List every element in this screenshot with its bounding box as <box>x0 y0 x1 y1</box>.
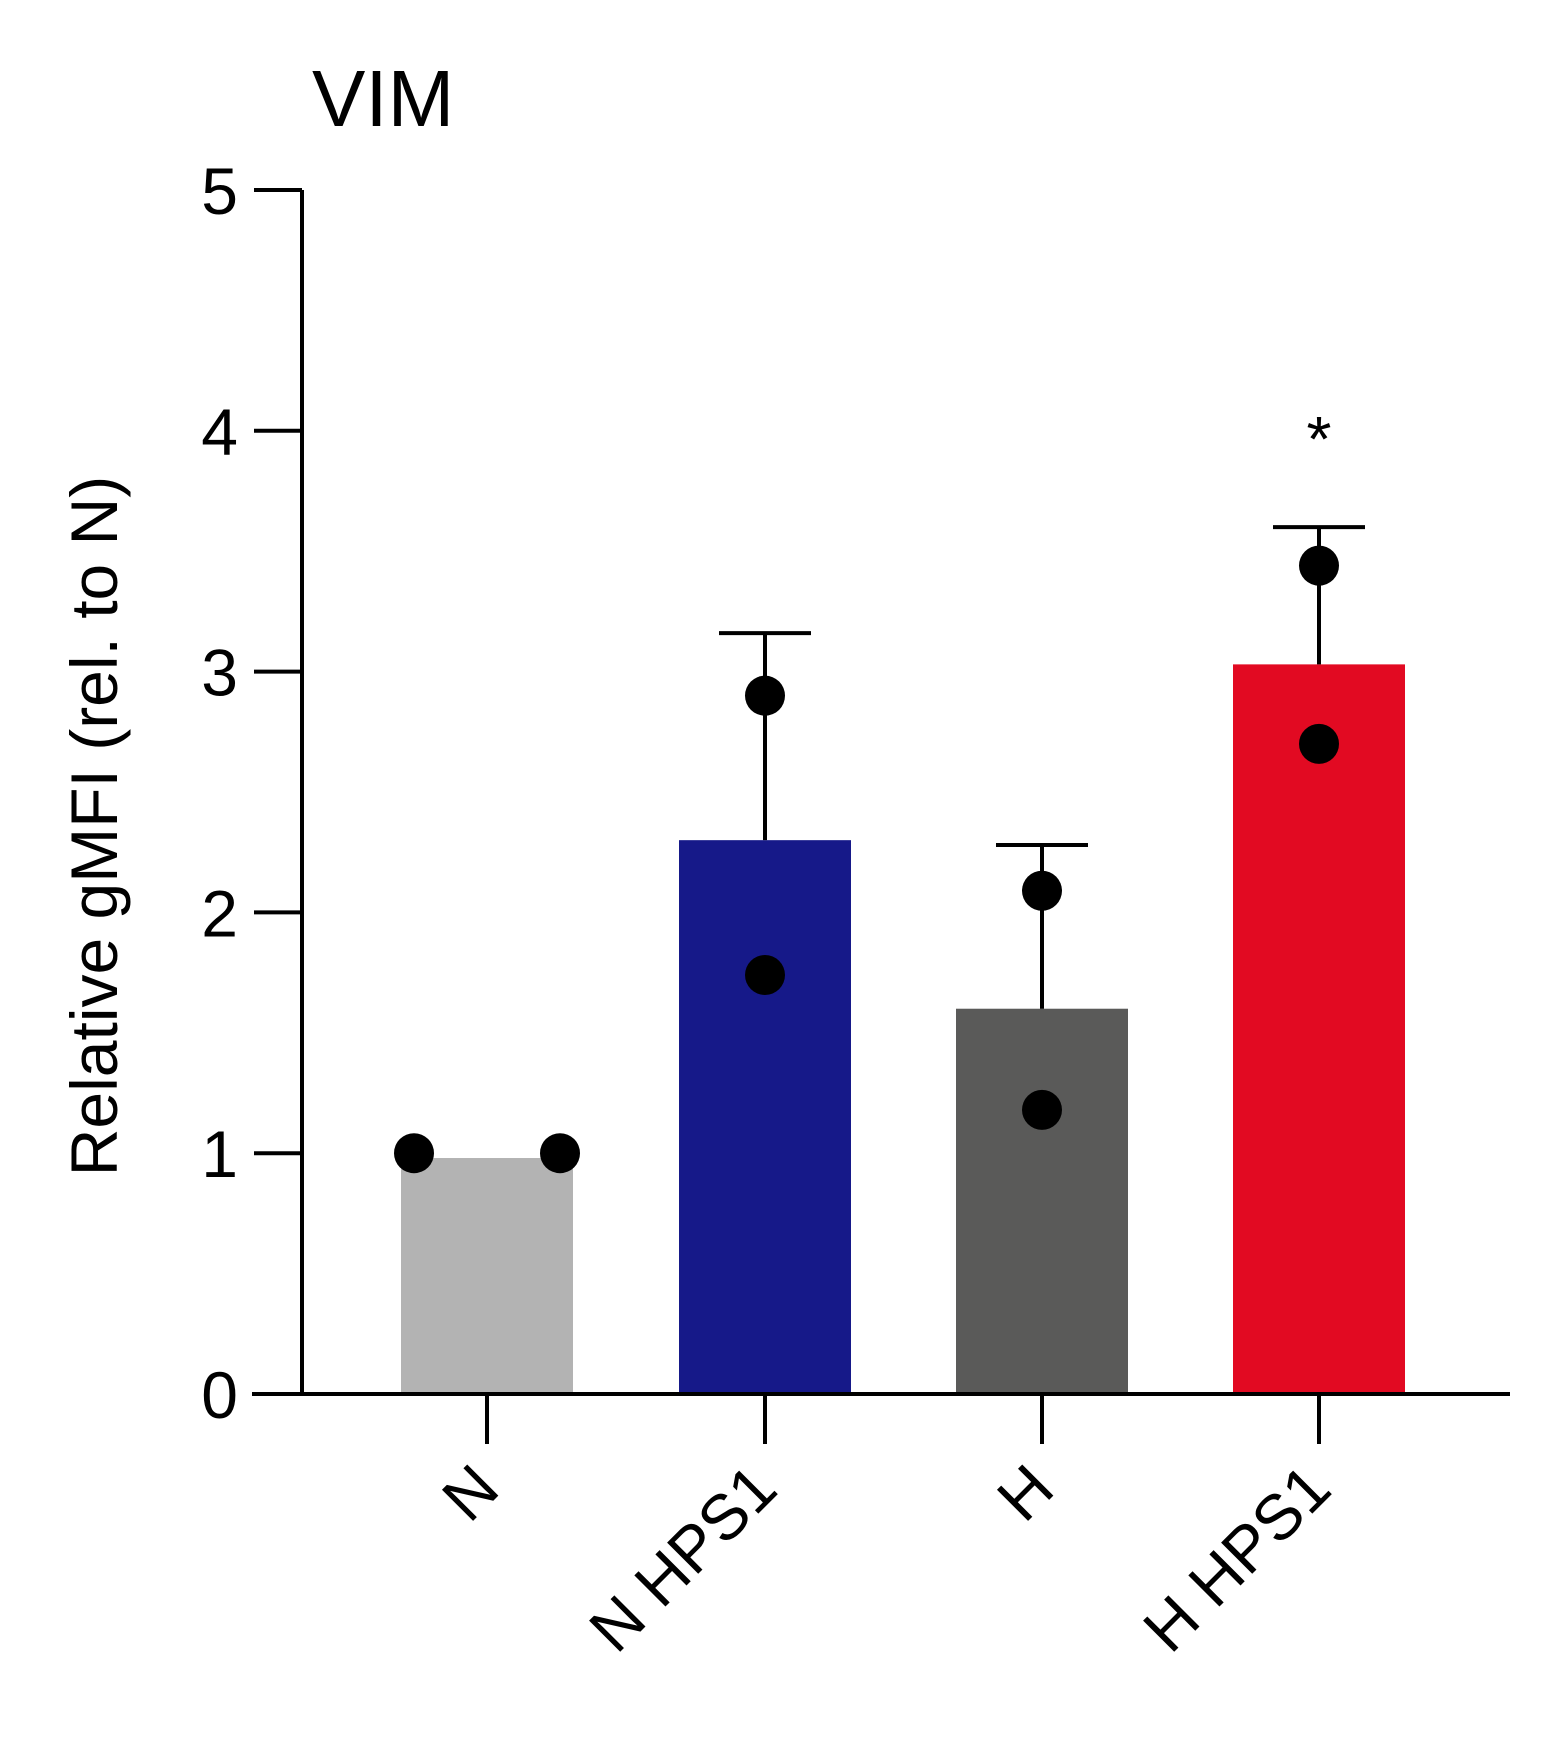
y-tick-label: 2 <box>201 876 238 950</box>
significance-marker: * <box>1307 403 1332 475</box>
x-category-label: H HPS1 <box>1130 1451 1344 1665</box>
bars-group <box>401 664 1405 1394</box>
data-point <box>745 955 785 996</box>
y-tick-label: 5 <box>201 154 238 228</box>
y-ticks-group: 0 1 2 3 4 5 <box>201 154 302 1432</box>
data-point <box>394 1133 434 1174</box>
y-axis-label: Relative gMFI (rel. to N) <box>57 476 131 1176</box>
bar-4 <box>1233 664 1405 1394</box>
x-category-label: N HPS1 <box>576 1451 790 1665</box>
axes-group <box>252 190 1510 1396</box>
bar-1 <box>401 1158 573 1394</box>
data-point <box>1299 545 1339 586</box>
significance-group: * <box>1307 403 1332 475</box>
data-point <box>540 1133 580 1174</box>
y-tick-label: 3 <box>201 636 238 710</box>
data-point <box>1022 870 1062 911</box>
x-ticks-group: N N HPS1 H H HPS1 <box>428 1394 1344 1665</box>
data-point <box>1022 1089 1062 1130</box>
x-category-label: H <box>983 1451 1067 1535</box>
error-bars-group <box>719 525 1365 1009</box>
bar-3 <box>956 1008 1128 1394</box>
y-tick-label: 4 <box>201 395 238 469</box>
data-points-group <box>394 545 1339 1174</box>
bar-2 <box>679 840 851 1394</box>
chart-title: VIM <box>312 54 454 143</box>
data-point <box>745 675 785 716</box>
data-point <box>1299 723 1339 764</box>
y-tick-label: 1 <box>201 1117 238 1191</box>
x-category-label: N <box>428 1451 512 1535</box>
y-tick-label: 0 <box>201 1358 238 1432</box>
